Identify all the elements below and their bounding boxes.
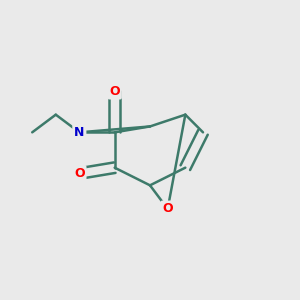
Text: O: O — [110, 85, 120, 98]
Text: O: O — [74, 167, 85, 180]
Text: O: O — [162, 202, 173, 215]
Text: N: N — [74, 126, 85, 139]
